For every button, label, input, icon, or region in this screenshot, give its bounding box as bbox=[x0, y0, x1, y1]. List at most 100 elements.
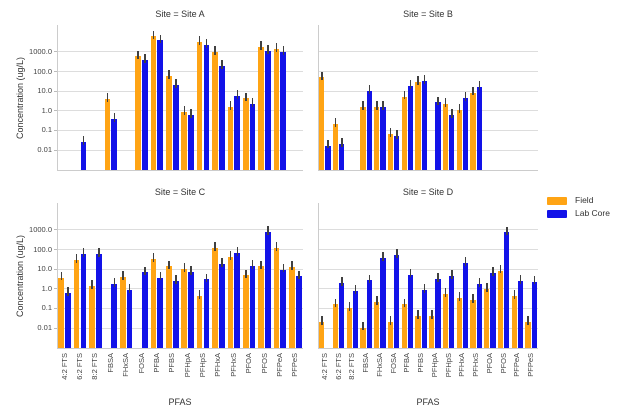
bar-field-PFBA bbox=[401, 96, 407, 171]
bar-field-PFBA bbox=[150, 36, 157, 171]
gridline bbox=[57, 307, 303, 309]
gridline bbox=[318, 149, 538, 151]
x-axis-label-right: PFAS bbox=[416, 397, 440, 407]
x-tick-label: PFBS bbox=[167, 353, 177, 373]
left-spine bbox=[318, 203, 319, 349]
error-bar bbox=[519, 274, 522, 284]
error-bar bbox=[382, 101, 384, 111]
error-bar bbox=[205, 38, 208, 48]
subplot-site-d bbox=[318, 203, 538, 349]
bar-lab-core-FHxSA bbox=[380, 257, 386, 349]
x-tick-label: FBSA bbox=[105, 353, 115, 373]
error-bar bbox=[183, 106, 185, 116]
error-bar bbox=[321, 71, 323, 81]
error-bar bbox=[106, 93, 109, 103]
bar-lab-core-PFBA bbox=[407, 86, 414, 171]
bar-field-PFHxS bbox=[227, 257, 234, 349]
legend: Field Lab Core bbox=[547, 194, 610, 220]
error-bar bbox=[298, 270, 300, 280]
error-bar bbox=[362, 100, 364, 110]
error-bar bbox=[245, 269, 247, 279]
bar-field-PFOA bbox=[242, 98, 249, 171]
error-bar bbox=[275, 43, 278, 53]
bar-lab-core-PFBS bbox=[172, 84, 179, 171]
error-bar bbox=[128, 284, 131, 294]
bar-field-PFHxS bbox=[470, 300, 476, 349]
x-tick-label: 6:2 FTS bbox=[333, 353, 343, 380]
error-bar bbox=[396, 249, 398, 258]
bar-field-PFHxA bbox=[212, 248, 218, 349]
x-tick-label: FOSA bbox=[388, 353, 398, 374]
error-bar bbox=[214, 242, 216, 252]
y-tick-mark bbox=[54, 71, 57, 72]
gridline bbox=[57, 327, 303, 329]
bar-field-PFHpS bbox=[196, 42, 203, 171]
error-bar bbox=[533, 275, 535, 285]
error-bar bbox=[417, 76, 419, 86]
bar-field-PFHpS bbox=[196, 296, 203, 349]
error-bar bbox=[198, 290, 201, 299]
error-bar bbox=[458, 104, 460, 114]
error-bar bbox=[221, 60, 223, 69]
y-tick-mark bbox=[54, 268, 57, 270]
bar-field-PFOA bbox=[484, 289, 490, 349]
bar-field-6:2 FTS bbox=[332, 123, 339, 171]
error-bar bbox=[168, 260, 170, 270]
bar-lab-core-PFHxS bbox=[234, 95, 241, 171]
bar-field-FHxSA bbox=[119, 276, 126, 349]
bar-field-FHxSA bbox=[374, 106, 380, 171]
subplot-site-a bbox=[57, 25, 303, 171]
x-tick-label: FBSA bbox=[361, 353, 371, 373]
error-bar bbox=[260, 260, 262, 270]
error-bar bbox=[472, 86, 474, 96]
error-bar bbox=[444, 98, 447, 108]
gridline bbox=[57, 110, 303, 112]
error-bar bbox=[113, 113, 115, 123]
x-tick-label: 8:2 FTS bbox=[90, 353, 100, 380]
y-tick-label: 100.0 bbox=[33, 66, 52, 76]
bar-field-PFHxA bbox=[212, 51, 218, 171]
gridline bbox=[318, 129, 538, 131]
gridline bbox=[57, 71, 303, 72]
bar-field-PFHpS bbox=[442, 104, 449, 171]
bar-field-PFHpA bbox=[429, 315, 435, 349]
gridline bbox=[318, 307, 538, 309]
x-tick-label: PFPeA bbox=[274, 353, 284, 377]
bar-lab-core-FHxSA bbox=[126, 290, 133, 349]
bar-field-PFBS bbox=[415, 315, 421, 349]
facet-title-site-a: Site = Site A bbox=[155, 9, 205, 19]
bar-lab-core-4:2 FTS bbox=[65, 292, 71, 349]
x-tick-label: FHxSA bbox=[374, 353, 384, 377]
error-bar bbox=[91, 280, 93, 289]
gridline bbox=[57, 288, 303, 290]
bar-field-PFPeA bbox=[273, 49, 280, 171]
gridline bbox=[57, 268, 303, 270]
error-bar bbox=[499, 264, 502, 274]
error-bar bbox=[267, 225, 269, 235]
bar-lab-core-PFOS bbox=[265, 231, 271, 349]
error-bar bbox=[245, 92, 247, 102]
error-bar bbox=[214, 45, 216, 55]
gridline bbox=[57, 129, 303, 131]
bar-field-PFHxA bbox=[456, 110, 462, 171]
bar-field-PFBS bbox=[166, 266, 172, 349]
bar-field-PFHxA bbox=[456, 297, 462, 349]
error-bar bbox=[113, 277, 115, 287]
error-bar bbox=[348, 301, 350, 311]
x-tick-label: PFHxA bbox=[457, 353, 467, 377]
lab-core-color-swatch bbox=[547, 209, 567, 218]
left-spine bbox=[57, 25, 58, 171]
legend-label-field: Field bbox=[575, 195, 594, 205]
bar-field-PFPeA bbox=[273, 248, 280, 349]
y-tick-label: 1.0 bbox=[41, 105, 52, 115]
bar-field-PFBS bbox=[166, 76, 172, 171]
bar-lab-core-FBSA bbox=[111, 119, 118, 171]
gridline bbox=[318, 327, 538, 329]
bar-lab-core-PFBS bbox=[172, 280, 179, 349]
error-bar bbox=[437, 273, 439, 283]
error-bar bbox=[122, 270, 124, 280]
error-bar bbox=[403, 90, 405, 100]
error-bar bbox=[409, 80, 412, 90]
bar-lab-core-PFPeS bbox=[295, 276, 302, 349]
